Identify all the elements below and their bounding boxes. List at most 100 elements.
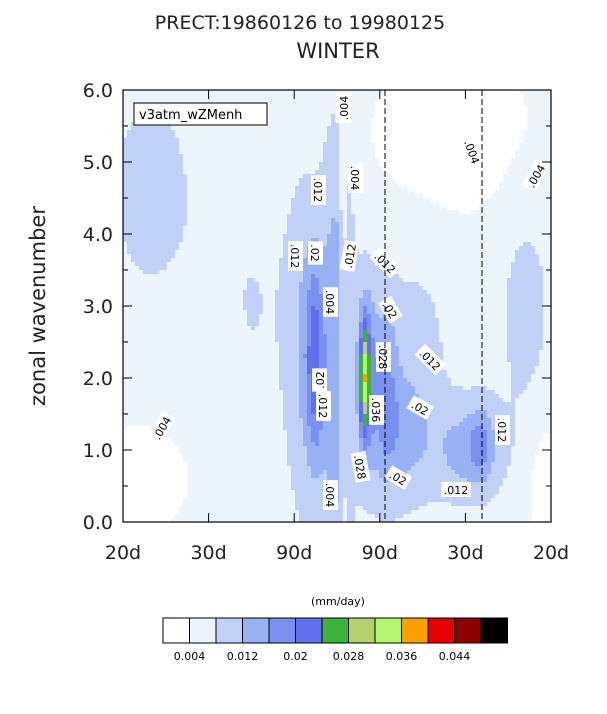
contour-cell bbox=[443, 138, 448, 143]
contour-cell bbox=[179, 262, 184, 267]
contour-cell bbox=[239, 158, 244, 163]
contour-cell bbox=[211, 154, 216, 159]
contour-cell bbox=[435, 198, 440, 203]
contour-cell bbox=[375, 106, 380, 111]
contour-cell bbox=[147, 250, 152, 255]
contour-cell bbox=[547, 178, 551, 183]
contour-cell bbox=[419, 186, 424, 191]
contour-cell bbox=[547, 110, 551, 115]
contour-cell bbox=[391, 106, 396, 111]
contour-cell bbox=[399, 234, 404, 239]
contour-cell bbox=[287, 210, 292, 215]
contour-cell bbox=[487, 270, 492, 275]
contour-cell bbox=[415, 230, 420, 235]
contour-cell bbox=[223, 150, 228, 155]
contour-cell bbox=[499, 262, 504, 267]
contour-cell bbox=[279, 258, 284, 263]
contour-cell bbox=[531, 106, 536, 111]
contour-cell bbox=[443, 198, 448, 203]
contour-cell bbox=[347, 210, 352, 215]
contour-cell bbox=[123, 214, 128, 219]
contour-cell bbox=[147, 150, 152, 155]
contour-cell bbox=[495, 198, 500, 203]
contour-cell bbox=[247, 266, 252, 271]
contour-cell bbox=[323, 138, 328, 143]
contour-cell bbox=[219, 214, 224, 219]
contour-cell bbox=[395, 90, 400, 95]
contour-cell bbox=[423, 230, 428, 235]
contour-cell bbox=[539, 198, 544, 203]
contour-cell bbox=[355, 118, 360, 123]
contour-cell bbox=[435, 166, 440, 171]
contour-cell bbox=[363, 90, 368, 95]
contour-cell bbox=[543, 238, 548, 243]
contour-cell bbox=[411, 106, 416, 111]
contour-cell bbox=[163, 246, 168, 251]
contour-cell bbox=[131, 274, 136, 279]
contour-cell bbox=[355, 150, 360, 155]
contour-cell bbox=[347, 194, 352, 199]
contour-cell bbox=[251, 190, 256, 195]
contour-cell bbox=[447, 206, 452, 211]
contour-cell bbox=[539, 130, 544, 135]
contour-cell bbox=[435, 242, 440, 247]
contour-cell bbox=[475, 166, 480, 171]
contour-cell bbox=[263, 226, 268, 231]
contour-cell bbox=[191, 246, 196, 251]
contour-cell bbox=[267, 266, 272, 271]
contour-cell bbox=[195, 262, 200, 267]
contour-cell bbox=[279, 190, 284, 195]
contour-cell bbox=[531, 190, 536, 195]
contour-cell bbox=[511, 98, 516, 103]
contour-cell bbox=[375, 194, 380, 199]
contour-cell bbox=[279, 214, 284, 219]
contour-cell bbox=[211, 170, 216, 175]
contour-cell bbox=[467, 110, 472, 115]
contour-cell bbox=[447, 238, 452, 243]
contour-cell bbox=[419, 198, 424, 203]
contour-cell bbox=[131, 250, 136, 255]
contour-cell bbox=[319, 274, 324, 279]
contour-cell bbox=[151, 134, 156, 139]
contour-cell bbox=[243, 258, 248, 263]
contour-cell bbox=[235, 126, 240, 131]
contour-cell bbox=[127, 270, 132, 275]
contour-cell bbox=[283, 106, 288, 111]
contour-cell bbox=[171, 238, 176, 243]
contour-cell bbox=[163, 138, 168, 143]
contour-cell bbox=[163, 98, 168, 103]
contour-cell bbox=[479, 258, 484, 263]
contour-cell bbox=[487, 134, 492, 139]
contour-cell bbox=[287, 238, 292, 243]
contour-cell bbox=[539, 134, 544, 139]
contour-cell bbox=[215, 210, 220, 215]
contour-cell bbox=[403, 186, 408, 191]
contour-cell bbox=[543, 98, 548, 103]
contour-cell bbox=[327, 262, 332, 267]
contour-cell bbox=[511, 154, 516, 159]
contour-cell bbox=[547, 130, 551, 135]
contour-cell bbox=[507, 170, 512, 175]
contour-cell bbox=[463, 242, 468, 247]
contour-cell bbox=[251, 146, 256, 151]
contour-cell bbox=[423, 242, 428, 247]
contour-cell bbox=[499, 242, 504, 247]
contour-cell bbox=[483, 238, 488, 243]
contour-cell bbox=[387, 134, 392, 139]
contour-cell bbox=[135, 230, 140, 235]
contour-cell bbox=[511, 166, 516, 171]
contour-cell bbox=[535, 94, 540, 99]
contour-cell bbox=[175, 134, 180, 139]
contour-cell bbox=[495, 126, 500, 131]
contour-cell bbox=[147, 214, 152, 219]
contour-cell bbox=[495, 266, 500, 271]
contour-cell bbox=[439, 270, 444, 275]
contour-cell bbox=[375, 158, 380, 163]
contour-cell bbox=[427, 90, 432, 95]
contour-cell bbox=[327, 178, 332, 183]
contour-cell bbox=[391, 182, 396, 187]
contour-cell bbox=[159, 182, 164, 187]
contour-cell bbox=[399, 114, 404, 119]
contour-cell bbox=[195, 230, 200, 235]
contour-cell bbox=[503, 270, 508, 275]
